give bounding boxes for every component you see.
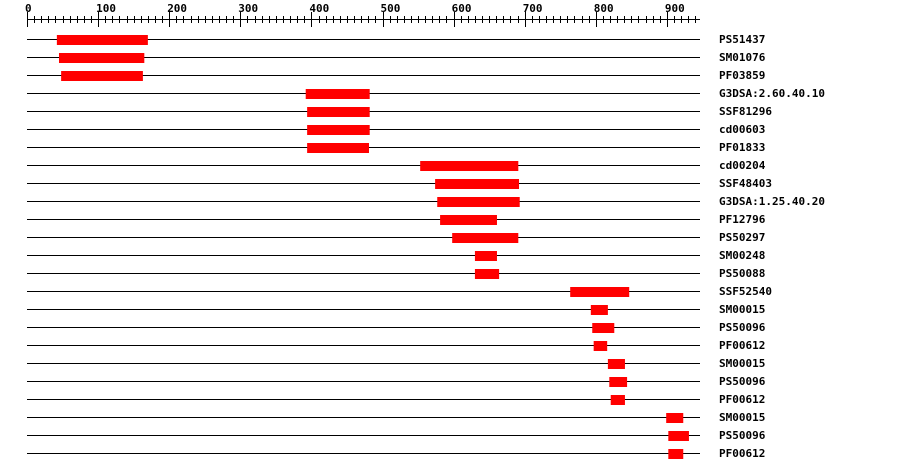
track-label: SSF81296 (719, 105, 772, 118)
domain-bar (668, 431, 689, 441)
track-label: PS50096 (719, 429, 766, 442)
domain-bar (668, 449, 684, 459)
domain-bar (307, 125, 370, 135)
domain-bar (437, 197, 520, 207)
domain-bar (570, 287, 630, 297)
track-label: cd00603 (719, 123, 765, 136)
track-label: SM01076 (719, 51, 766, 64)
track-label: PF01833 (719, 141, 765, 154)
tick-label: 400 (309, 2, 329, 15)
track-label: cd00204 (719, 159, 766, 172)
domain-bar (61, 71, 143, 81)
track-label: PF12796 (719, 213, 766, 226)
track-label: SM00248 (719, 249, 765, 262)
track-label: PF03859 (719, 69, 765, 82)
domain-bar (56, 35, 148, 45)
track-label: PF00612 (719, 339, 765, 352)
domain-bar (474, 269, 500, 279)
track-label: PS51437 (719, 33, 765, 46)
track-label: SM00015 (719, 411, 765, 424)
tick-label: 700 (523, 2, 543, 15)
track-label: PS50088 (719, 267, 765, 280)
domain-bar (610, 395, 625, 405)
tick-label: 800 (594, 2, 614, 15)
tick-label: 200 (167, 2, 187, 15)
domain-bar (609, 377, 628, 387)
domain-bar (305, 89, 370, 99)
track-label: PF00612 (719, 393, 765, 406)
track-label: PS50297 (719, 231, 765, 244)
domain-bar (307, 107, 370, 117)
tick-label: 300 (238, 2, 258, 15)
domain-bar (420, 161, 519, 171)
domain-bar (592, 323, 615, 333)
domain-bar (452, 233, 519, 243)
domain-bar (440, 215, 497, 225)
track-label: G3DSA:2.60.40.10 (719, 87, 825, 100)
tick-label: 100 (96, 2, 116, 15)
domain-bar (607, 359, 625, 369)
track-label: SSF52540 (719, 285, 772, 298)
track-label: G3DSA:1.25.40.20 (719, 195, 825, 208)
tick-label: 600 (452, 2, 472, 15)
tick-label: 900 (665, 2, 685, 15)
domain-bar (58, 53, 145, 63)
tick-label: 500 (381, 2, 401, 15)
track-label: PS50096 (719, 321, 766, 334)
track-label: SM00015 (719, 357, 765, 370)
domain-bar (590, 305, 608, 315)
track-label: PF00612 (719, 447, 765, 460)
domain-bar (593, 341, 608, 351)
track-label: SM00015 (719, 303, 765, 316)
track-label: PS50096 (719, 375, 766, 388)
domain-bar (666, 413, 684, 423)
domain-bar (474, 251, 497, 261)
tick-label: 0 (25, 2, 32, 15)
track-label: SSF48403 (719, 177, 772, 190)
domain-bar (307, 143, 369, 153)
domain-bar (435, 179, 520, 189)
